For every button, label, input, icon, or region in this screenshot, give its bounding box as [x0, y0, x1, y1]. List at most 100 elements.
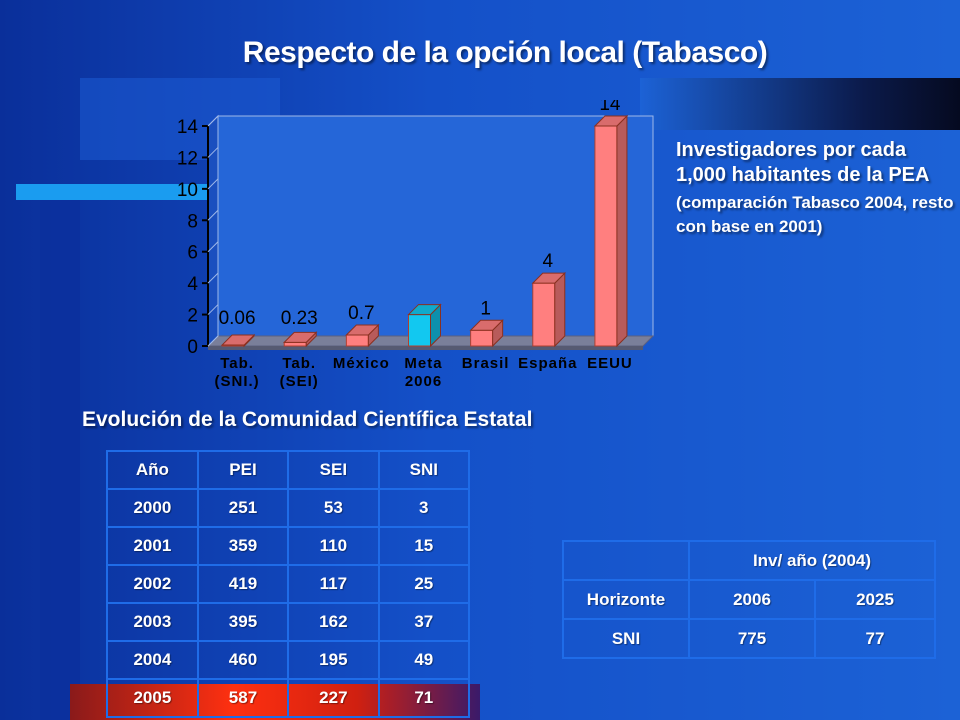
x-tick-label: Tab.	[220, 355, 254, 372]
table-row: 2003 395 162 37	[106, 602, 471, 642]
data-label: 0.7	[348, 303, 374, 324]
x-tick-label: Meta	[404, 355, 442, 372]
x-tick-label: (SNI.)	[214, 373, 259, 390]
table-cell: Horizonte	[562, 579, 690, 620]
x-tick-label: México	[333, 355, 390, 372]
y-tick-label: 10	[177, 180, 198, 201]
table-cell: 2003	[106, 602, 199, 642]
y-tick-depth	[207, 209, 219, 221]
chart-description-main: Investigadores por cada 1,000 habitantes…	[676, 139, 930, 186]
x-tick-label: España	[518, 355, 577, 372]
header-cell: SEI	[287, 450, 380, 490]
table-cell: 37	[377, 602, 471, 642]
y-tick-label: 0	[187, 337, 198, 358]
table-cell: 227	[287, 678, 380, 718]
table-cell	[562, 540, 690, 581]
table-cell: 71	[377, 678, 471, 718]
bar-side	[554, 271, 566, 348]
y-tick-label: 4	[187, 274, 198, 295]
table-cell: 2001	[106, 526, 199, 566]
table-cell: 15	[377, 526, 471, 566]
bar	[532, 282, 556, 347]
data-label: 14	[599, 100, 621, 115]
table-cell: 460	[196, 640, 290, 680]
bar-top	[531, 272, 566, 284]
table-row: 2005 587 227 71	[106, 678, 471, 718]
table-header-row: Inv/ año (2004)	[562, 540, 936, 581]
header-cell: Año	[106, 450, 199, 490]
table-row: Horizonte 2006 2025	[562, 579, 936, 620]
bar-top	[593, 115, 629, 127]
table-row: SNI 775 77	[562, 618, 936, 659]
bar	[408, 314, 431, 347]
bar-top	[407, 304, 442, 316]
bar-top	[220, 334, 256, 346]
table-cell: 775	[688, 618, 816, 659]
table-row: 2004 460 195 49	[106, 640, 471, 680]
y-tick-label: 2	[187, 306, 198, 327]
table-cell: 195	[287, 640, 380, 680]
y-tick-depth	[207, 241, 219, 253]
x-tick-label: EEUU	[587, 355, 633, 372]
x-tick-label: 2006	[405, 373, 442, 390]
data-label: 4	[542, 251, 553, 272]
header-cell: Inv/ año (2004)	[688, 540, 936, 581]
bar	[283, 341, 307, 347]
section-subtitle: Evolución de la Comunidad Científica Est…	[82, 408, 533, 431]
bg-dark-corner	[640, 78, 960, 130]
y-tick-depth	[207, 178, 219, 190]
table-cell: 2005	[106, 678, 199, 718]
table-cell: 162	[287, 602, 380, 642]
chart-description-sub: (comparación Tabasco 2004, resto con bas…	[676, 193, 954, 236]
y-tick-depth	[207, 304, 219, 315]
data-label: 1	[480, 298, 491, 319]
page-title: Respecto de la opción local (Tabasco)	[242, 36, 768, 69]
x-tick-label: Tab.	[282, 355, 316, 372]
projection-table: Inv/ año (2004) Horizonte 2006 2025 SNI …	[562, 540, 936, 659]
header-cell: SNI	[377, 450, 471, 490]
table-cell: 587	[196, 678, 290, 718]
table-row: 2000 251 53 3	[106, 488, 471, 528]
table-cell: 359	[196, 526, 290, 566]
bar	[470, 329, 494, 347]
table-cell: 3	[377, 488, 471, 528]
table-cell: SNI	[562, 618, 690, 659]
bg-column-left	[40, 200, 80, 720]
table-cell: 2004	[106, 640, 199, 680]
table-cell: 419	[196, 564, 290, 604]
chart-floor-edge	[208, 346, 643, 350]
table-row: 2002 419 117 25	[106, 564, 471, 604]
y-tick-depth	[207, 335, 219, 347]
bar-top	[345, 324, 380, 336]
chart-side-wall	[207, 114, 219, 348]
table-cell: 53	[287, 488, 380, 528]
bar	[345, 334, 369, 347]
y-tick-depth	[207, 272, 219, 284]
bar-side	[616, 114, 628, 348]
y-tick-label: 14	[177, 117, 199, 138]
y-tick-label: 12	[177, 148, 198, 169]
table-header-row: Año PEI SEI SNI	[106, 450, 471, 490]
table-cell: 2025	[814, 579, 936, 620]
bar-chart: 024681012140.06Tab.(SNI.)0.23Tab.(SEI)0.…	[177, 100, 655, 390]
y-tick-depth	[207, 115, 219, 127]
table-cell: 395	[196, 602, 290, 642]
chart-description: Investigadores por cada 1,000 habitantes…	[676, 138, 960, 239]
header-cell: PEI	[196, 450, 290, 490]
table-cell: 2002	[106, 564, 199, 604]
table-cell: 110	[287, 526, 380, 566]
chart-back-wall	[217, 115, 654, 337]
table-row: 2001 359 110 15	[106, 526, 471, 566]
table-cell: 2006	[688, 579, 816, 620]
bar-top	[283, 331, 318, 343]
y-tick-depth	[207, 147, 219, 158]
table-cell: 251	[196, 488, 290, 528]
x-tick-label: (SEI)	[280, 373, 319, 390]
bar-top	[469, 319, 504, 331]
data-label: 0.06	[219, 308, 256, 329]
y-tick-label: 6	[187, 243, 198, 264]
data-label: 0.23	[281, 308, 318, 329]
table-cell: 25	[377, 564, 471, 604]
table-cell: 77	[814, 618, 936, 659]
table-cell: 117	[287, 564, 380, 604]
